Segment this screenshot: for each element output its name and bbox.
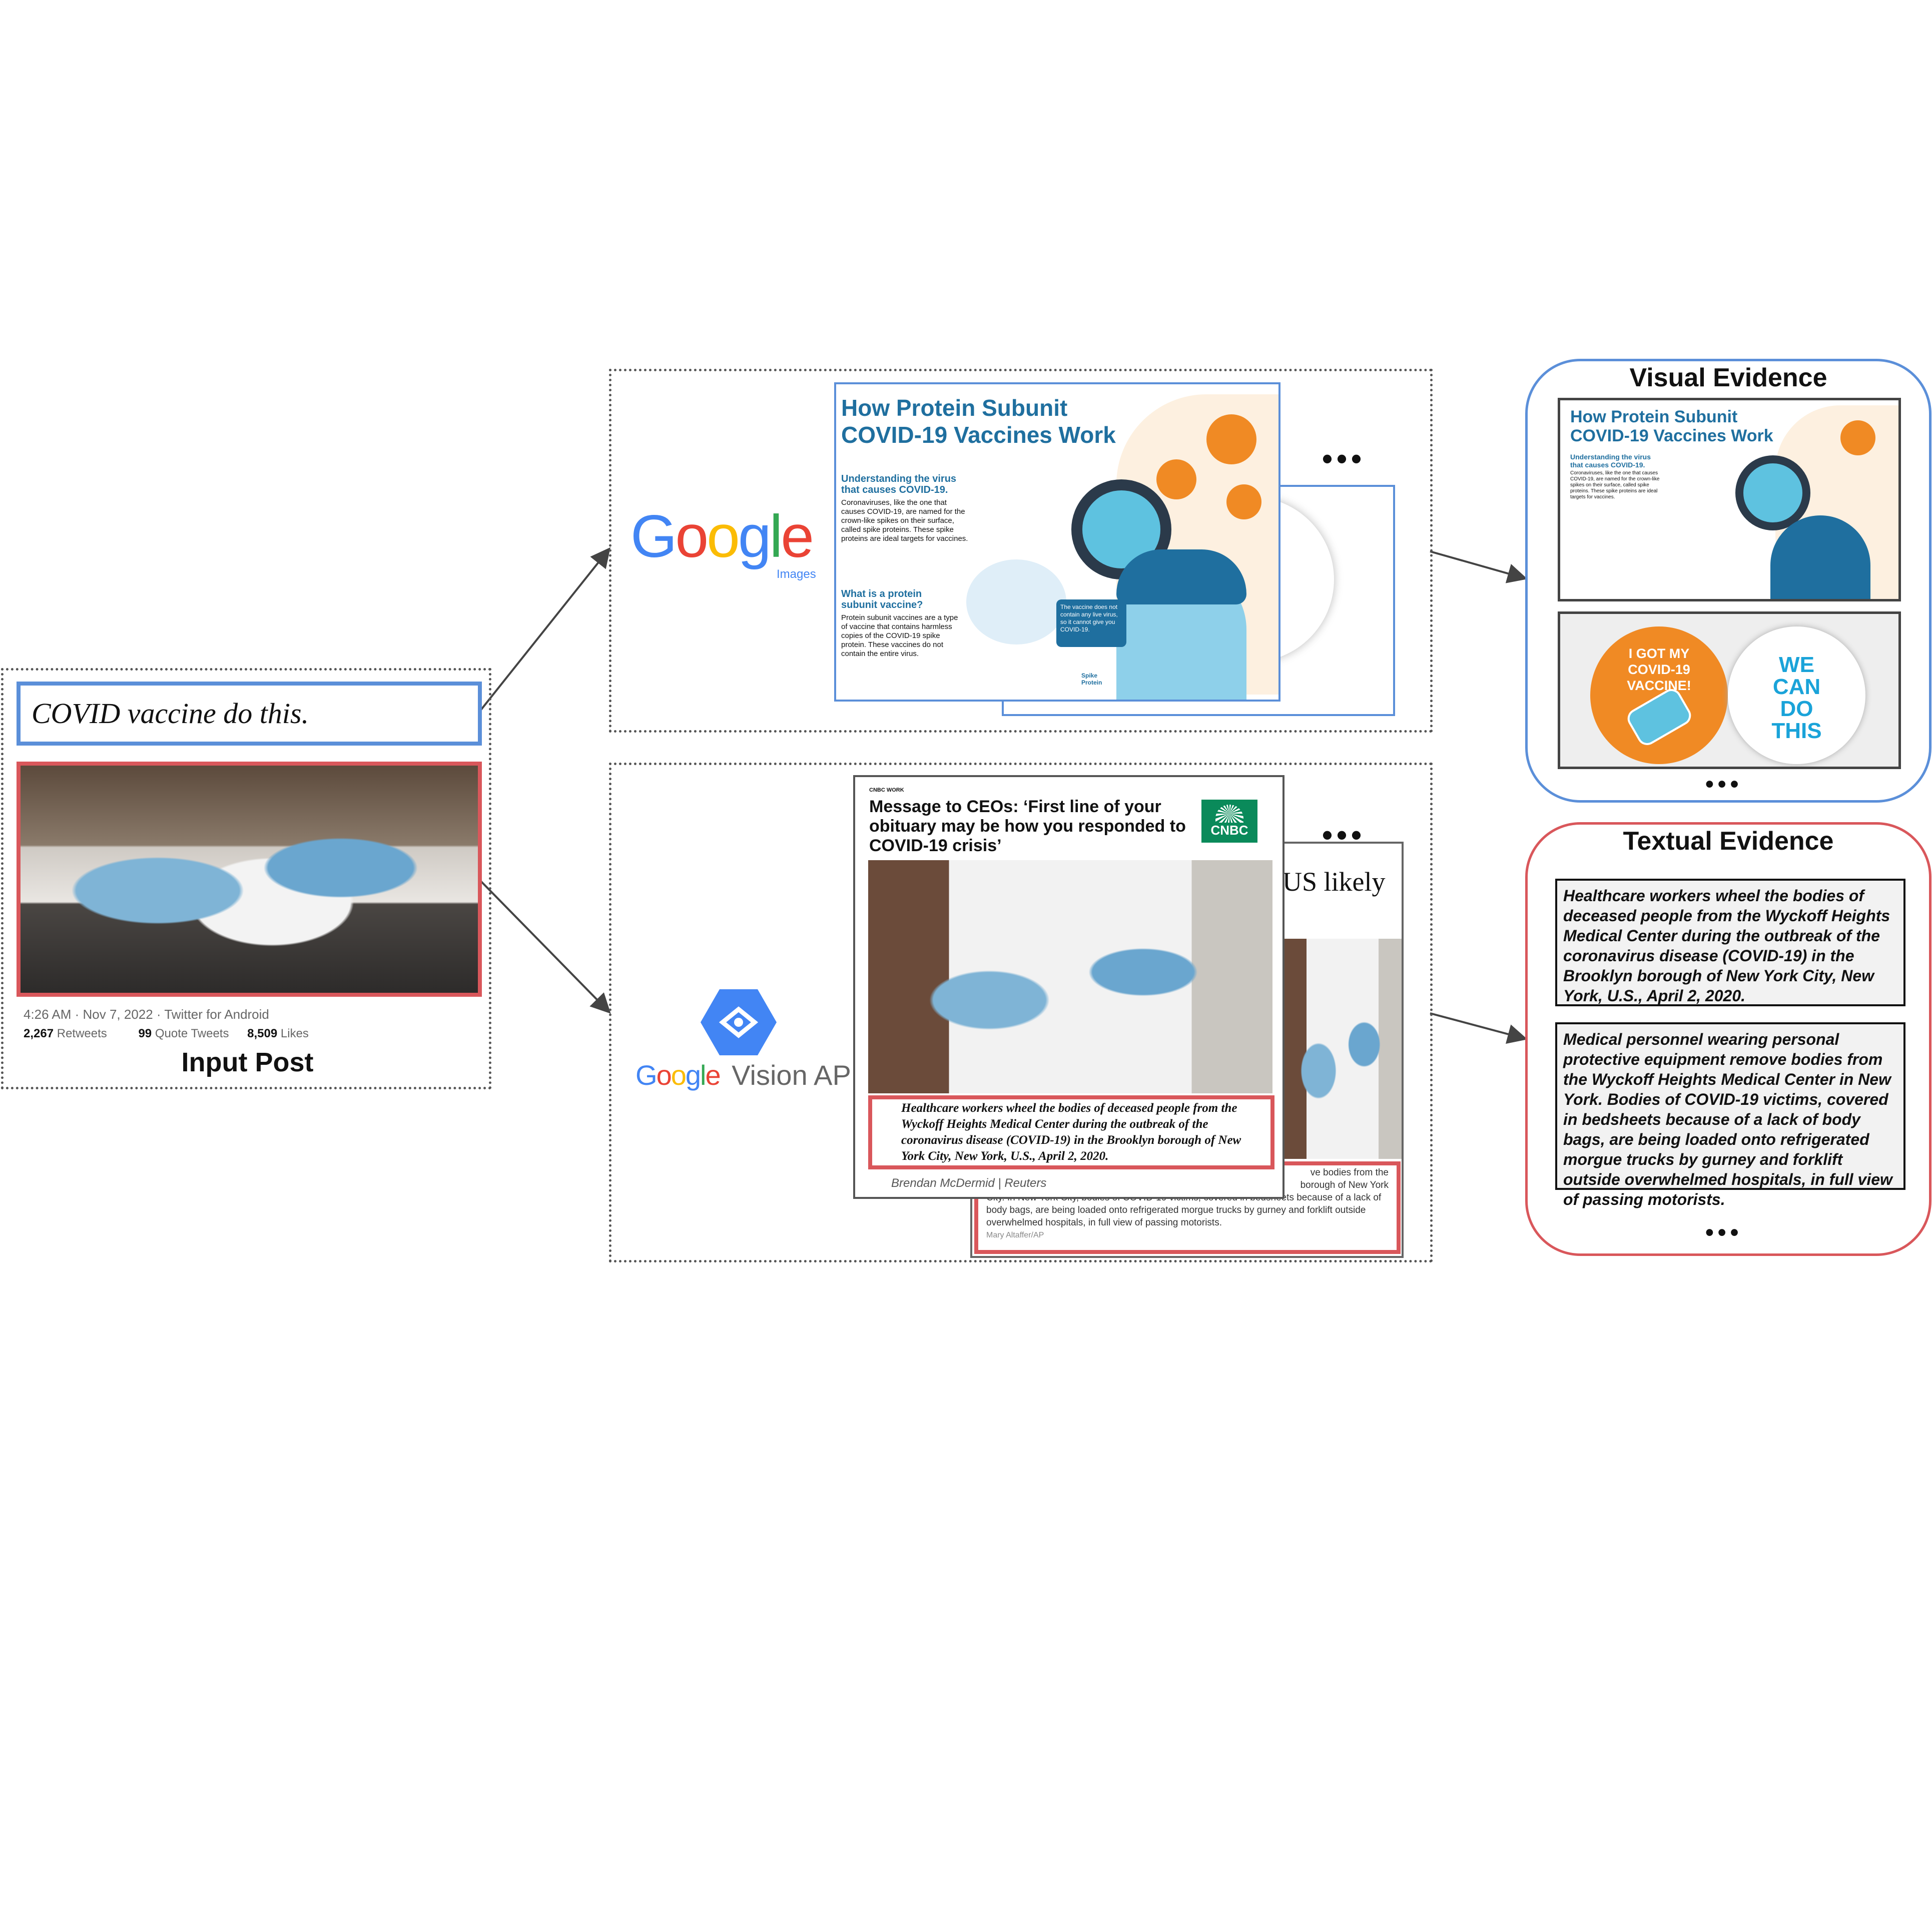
input-post-panel: COVID vaccine do this. 4:26 AM · Nov 7, … [1,668,491,1089]
arrow-vision-to-textual [1430,1012,1528,1044]
infographic-section1-body: Coronaviruses, like the one that causes … [841,498,968,543]
cnbc-logo-text: CNBC [1210,823,1248,838]
arrow-post-to-vision [479,880,611,1014]
ve-infographic-body: Coronaviruses, like the one that causes … [1570,470,1660,500]
vision-api-logo: Google Vision API [635,1059,859,1091]
post-text-box: COVID vaccine do this. [17,682,482,746]
we-can-do-this-text: WE CAN DO THIS [1771,653,1822,743]
visual-evidence-more: ••• [1705,771,1743,798]
back-caption-line2: borough of New York [1300,1180,1389,1190]
post-meta: 4:26 AM · Nov 7, 2022 · Twitter for Andr… [24,1007,269,1022]
infographic-card: How Protein Subunit COVID-19 Vaccines Wo… [834,382,1280,702]
quote-count: 99 [138,1027,152,1040]
retweets-label: Retweets [57,1027,107,1040]
vision-api-hex-icon [701,989,777,1055]
google-images-logo: Google [630,503,814,570]
got-vaccine-sticker: I GOT MY COVID-19 VACCINE! [1590,626,1728,764]
textual-evidence-title: Textual Evidence [1623,827,1834,856]
back-article-photo [1282,939,1402,1159]
textual-evidence-item: Medical personnel wearing personal prote… [1555,1022,1905,1208]
textual-evidence-panel: Textual Evidence Healthcare workers whee… [1525,822,1931,1256]
cnbc-headline: Message to CEOs: ‘First line of your obi… [869,797,1186,855]
cnbc-photo [868,860,1272,1093]
ve-magnifier-icon [1735,455,1810,530]
back-caption-credit: Mary Altaffer/AP [986,1231,1044,1239]
visual-evidence-title: Visual Evidence [1629,363,1827,392]
vision-api-product: Vision API [732,1059,859,1091]
arrow-google-to-visual [1430,550,1528,583]
likes-count: 8,509 [247,1027,278,1040]
cnbc-caption-box: Healthcare workers wheel the bodies of d… [868,1095,1274,1169]
retweets-count: 2,267 [24,1027,54,1040]
vision-api-panel: Google Vision API US likely ve bodies fr… [609,763,1433,1262]
arrow-post-to-google [479,547,610,712]
infographic-title: How Protein Subunit COVID-19 Vaccines Wo… [841,395,1116,448]
got-vaccine-text: I GOT MY COVID-19 VACCINE! [1627,646,1691,693]
back-article-headline: US likely [1282,867,1386,897]
vision-more-results: ••• [1322,818,1366,852]
cnbc-kicker: CNBC WORK [869,787,904,793]
spike-protein-label: Spike Protein [1081,672,1102,686]
virus-icon [1206,414,1256,464]
bandage-icon [1623,685,1695,749]
infographic-section2-heading: What is a protein subunit vaccine? [841,588,923,610]
post-stats: 2,267 Retweets 99 Quote Tweets 8,509 Lik… [24,1027,309,1041]
textual-evidence-more: ••• [1705,1219,1743,1246]
post-text: COVID vaccine do this. [32,697,309,730]
cnbc-peacock-icon [1215,805,1243,823]
virus-icon [1226,484,1261,519]
likes-label: Likes [280,1027,309,1040]
cnbc-caption: Healthcare workers wheel the bodies of d… [901,1101,1241,1163]
post-image [17,762,482,997]
visual-evidence-panel: Visual Evidence How Protein Subunit COVI… [1525,359,1931,803]
visual-evidence-image-1: How Protein Subunit COVID-19 Vaccines Wo… [1558,398,1901,601]
cnbc-logo: CNBC [1201,800,1257,843]
google-images-panel: Google Images E N IS How Protein Subunit… [609,369,1433,733]
we-can-do-this-sticker: WE CAN DO THIS [1728,626,1865,764]
vision-hexagon-svg [701,989,777,1055]
infographic-section1-heading: Understanding the virus that causes COVI… [841,473,957,495]
quote-label: Quote Tweets [155,1027,229,1040]
ve-virus-icon [1840,420,1875,455]
back-caption-line1: ve bodies from the [1310,1167,1389,1178]
infographic-callout: The vaccine does not contain any live vi… [1056,599,1126,647]
virus-icon [1156,459,1196,499]
ve-person-illustration [1770,515,1870,599]
cnbc-credit: Brendan McDermid | Reuters [891,1176,1047,1190]
google-images-sublabel: Images [777,567,816,581]
textual-evidence-item: Healthcare workers wheel the bodies of d… [1555,879,1905,1006]
protein-diagram [966,559,1066,645]
ve-infographic-heading: Understanding the virus that causes COVI… [1570,453,1651,469]
ve-infographic-title: How Protein Subunit COVID-19 Vaccines Wo… [1570,407,1773,445]
google-more-results: ••• [1322,442,1366,475]
visual-evidence-image-2: I GOT MY COVID-19 VACCINE! WE CAN DO THI… [1558,611,1901,769]
input-post-caption: Input Post [181,1047,314,1077]
person-hair [1116,549,1246,604]
infographic-section2-body: Protein subunit vaccines are a type of v… [841,613,958,658]
cnbc-article-card: CNBC WORK Message to CEOs: ‘First line o… [853,775,1284,1199]
